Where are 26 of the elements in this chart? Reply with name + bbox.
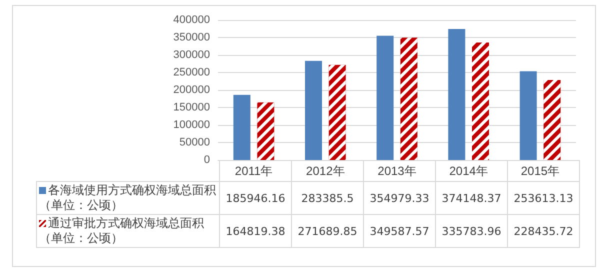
y-tick-label: 300000 [173,49,210,61]
y-tick-label: 250000 [173,66,210,78]
y-tick-label: 200000 [173,84,210,96]
data-label: 283385.5 [292,182,364,214]
x-tick-label: 2014年 [449,164,488,178]
data-label: 335783.96 [436,214,508,248]
data-label: 374148.37 [436,182,508,214]
data-label: 185946.16 [220,182,292,214]
y-tick-label: 50000 [179,136,210,148]
x-tick-label: 2013年 [378,164,416,178]
x-tick-label: 2011年 [234,164,273,178]
data-label: 349587.57 [364,214,436,248]
x-tick-label: 2012年 [306,164,345,178]
y-tick-label: 350000 [173,32,210,44]
y-tick-label: 0 [204,154,210,166]
y-tick-label: 400000 [173,14,210,26]
y-tick-label: 150000 [173,102,210,114]
x-tick-label: 2015年 [520,164,560,178]
legend-label: 各海域使用方式确权海域总面积（单位：公顷） [36,182,220,214]
y-tick-label: 100000 [173,119,210,131]
data-label: 253613.13 [508,182,580,214]
data-label: 271689.85 [292,214,364,248]
legend-label: 通过审批方式确权海域总面积（单位：公顷） [36,214,220,248]
data-label: 228435.72 [508,214,580,248]
data-label: 164819.38 [220,214,292,248]
data-label: 354979.33 [364,182,436,214]
